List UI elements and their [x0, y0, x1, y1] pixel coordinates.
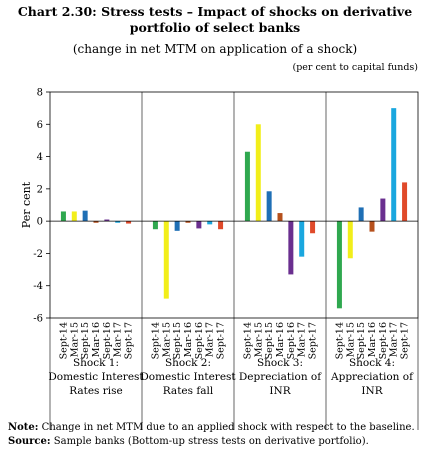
bar	[218, 221, 224, 230]
bar	[60, 211, 66, 222]
group-label: Domestic Interest	[48, 371, 144, 383]
bar	[299, 221, 305, 257]
bar	[288, 221, 294, 275]
x-tick-label: Mar-16	[367, 322, 378, 357]
chart-title-line-2: portfolio of select banks	[129, 20, 301, 35]
bar	[174, 221, 180, 231]
bar	[277, 213, 283, 222]
bar	[152, 221, 158, 230]
x-tick-label: Mar-16	[183, 322, 194, 357]
bar	[207, 221, 213, 225]
bar	[391, 108, 397, 222]
x-tick-label: Mar-17	[297, 322, 308, 357]
x-tick-label: Sept-14	[58, 322, 69, 359]
y-tick-label: 8	[37, 88, 43, 99]
chart-subtitle: (change in net MTM on application of a s…	[72, 42, 358, 56]
y-tick-label: 6	[37, 120, 43, 131]
bar	[126, 221, 132, 224]
x-tick-label: Mar-15	[345, 322, 356, 357]
bar	[336, 221, 342, 309]
x-tick-label: Sept-17	[124, 322, 135, 359]
note-line: Note: Change in net MTM due to an applie…	[8, 422, 426, 433]
y-tick-label: 2	[37, 184, 43, 195]
x-tick-label: Sept-14	[334, 322, 345, 359]
group-label: Shock 1:	[73, 357, 119, 369]
x-tick-label: Sept-16	[378, 322, 389, 359]
x-tick-label: Sept-16	[194, 322, 205, 359]
group-label: Shock 4:	[349, 357, 395, 369]
bar	[369, 221, 375, 232]
group-label: Appreciation of	[330, 371, 414, 383]
bar	[266, 191, 272, 222]
x-tick-label: Sept-15	[264, 322, 275, 359]
x-tick-label: Sept-17	[400, 322, 411, 359]
note-text: Change in net MTM due to an applied shoc…	[41, 422, 415, 433]
bar	[93, 221, 99, 223]
x-tick-label: Sept-15	[80, 322, 91, 359]
bar	[185, 221, 191, 223]
bar	[347, 221, 353, 259]
x-tick-label: Sept-17	[308, 322, 319, 359]
x-tick-label: Sept-16	[102, 322, 113, 359]
x-tick-label: Mar-17	[205, 322, 216, 357]
x-tick-label: Mar-17	[113, 322, 124, 357]
group-label: Depreciation of	[239, 371, 322, 383]
y-tick-label: -4	[33, 281, 43, 292]
x-tick-label: Sept-15	[172, 322, 183, 359]
bar	[163, 221, 169, 299]
source-line: Source: Sample banks (Bottom-up stress t…	[8, 436, 426, 447]
group-label: Shock 2:	[165, 357, 211, 369]
bar	[255, 124, 261, 222]
y-tick-label: -2	[33, 249, 43, 260]
bar	[310, 221, 316, 234]
chart-title-line-1: Chart 2.30: Stress tests – Impact of sho…	[17, 4, 413, 19]
group-label: Rates fall	[163, 385, 214, 397]
bar	[115, 221, 121, 223]
group-label: Rates rise	[69, 385, 123, 397]
y-tick-label: 0	[37, 217, 43, 228]
x-tick-label: Sept-15	[356, 322, 367, 359]
note-label: Note:	[8, 422, 39, 433]
bar	[358, 207, 364, 222]
x-tick-label: Mar-16	[91, 322, 102, 357]
unit-note: (per cent to capital funds)	[292, 62, 419, 73]
y-tick-label: -6	[33, 314, 43, 325]
group-label: INR	[361, 385, 383, 397]
group-label: Domestic Interest	[140, 371, 236, 383]
x-tick-label: Mar-15	[161, 322, 172, 357]
x-tick-label: Sept-17	[216, 322, 227, 359]
x-tick-label: Mar-15	[69, 322, 80, 357]
bar	[104, 219, 110, 222]
bar	[196, 221, 202, 229]
source-text: Sample banks (Bottom-up stress tests on …	[53, 436, 369, 447]
x-tick-label: Sept-14	[150, 322, 161, 359]
source-label: Source:	[8, 436, 51, 447]
x-tick-label: Mar-15	[253, 322, 264, 357]
group-label: Shock 3:	[257, 357, 303, 369]
bar	[402, 182, 408, 222]
bar	[82, 210, 88, 222]
group-label: INR	[269, 385, 291, 397]
x-tick-label: Sept-16	[286, 322, 297, 359]
y-axis-label: Per cent	[20, 181, 33, 228]
x-tick-label: Mar-17	[389, 322, 400, 357]
x-tick-label: Sept-14	[242, 322, 253, 359]
y-tick-label: 4	[37, 152, 43, 163]
x-tick-label: Mar-16	[275, 322, 286, 357]
bar	[244, 151, 250, 222]
bar	[380, 198, 386, 222]
bar	[71, 211, 77, 222]
